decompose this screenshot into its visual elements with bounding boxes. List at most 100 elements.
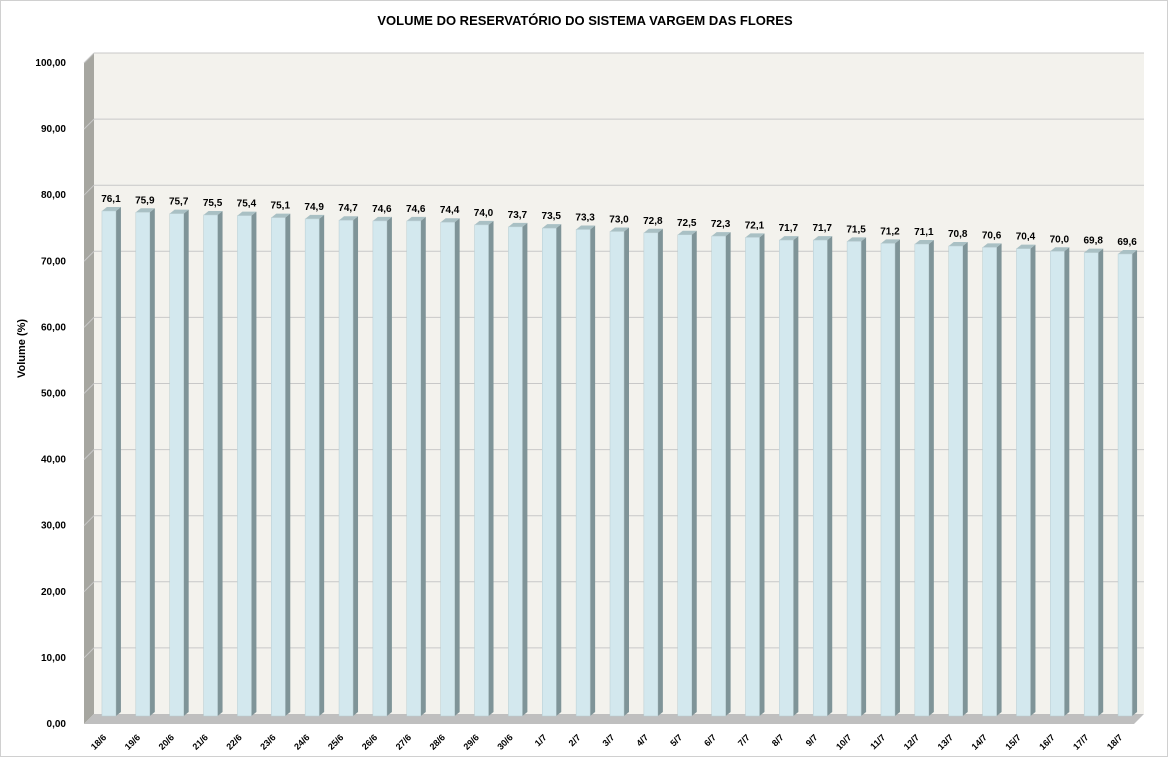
x-tick-label: 10/7 xyxy=(834,732,853,751)
data-label: 71,7 xyxy=(812,223,832,234)
bar-top xyxy=(643,228,663,233)
bar xyxy=(779,239,794,717)
bar-top xyxy=(982,243,1002,248)
x-tick-label: 15/7 xyxy=(1003,732,1022,751)
bar xyxy=(542,227,557,717)
bar-side xyxy=(183,209,189,717)
data-label: 73,0 xyxy=(609,214,629,225)
bar-top xyxy=(813,236,833,241)
data-label: 71,5 xyxy=(846,224,866,235)
bar xyxy=(745,237,760,717)
bar xyxy=(271,217,286,717)
x-tick-label: 29/6 xyxy=(461,732,480,751)
bar-side xyxy=(420,216,426,717)
gridline-side xyxy=(83,515,95,527)
x-tick-label: 12/7 xyxy=(902,732,921,751)
bar-side xyxy=(759,233,765,716)
bar xyxy=(508,226,523,717)
data-label: 71,7 xyxy=(779,223,799,234)
bar xyxy=(1016,248,1031,717)
y-tick-label: 50,00 xyxy=(41,389,66,400)
bar xyxy=(948,245,963,717)
bar xyxy=(643,232,659,717)
data-label: 72,3 xyxy=(711,219,731,230)
bar-top xyxy=(1050,247,1070,252)
bar-side xyxy=(962,242,968,716)
x-tick-label: 13/7 xyxy=(936,732,955,751)
bar-side xyxy=(1132,249,1138,716)
data-label: 74,6 xyxy=(372,204,392,215)
data-label: 70,4 xyxy=(1016,232,1036,243)
bar-top xyxy=(847,237,867,242)
x-tick-label: 24/6 xyxy=(292,732,311,751)
bar-top xyxy=(576,225,596,230)
bar-side xyxy=(217,210,223,716)
bar-top xyxy=(1084,248,1104,253)
bar-side xyxy=(725,232,731,717)
bar-top xyxy=(948,242,968,247)
data-label: 69,8 xyxy=(1083,236,1103,247)
x-tick-label: 16/7 xyxy=(1037,732,1056,751)
data-label: 71,2 xyxy=(880,226,900,237)
bar-side xyxy=(149,208,155,716)
bar-side xyxy=(1064,247,1070,717)
x-tick-label: 1/7 xyxy=(533,732,549,748)
bar xyxy=(406,220,422,717)
gridline-side xyxy=(83,52,95,64)
bar-side xyxy=(251,211,257,716)
data-label: 76,1 xyxy=(101,194,121,205)
bar-top xyxy=(914,240,934,245)
bar-side xyxy=(522,222,528,716)
bar-side xyxy=(691,230,697,716)
gridline-side xyxy=(83,647,95,659)
data-label: 71,1 xyxy=(914,227,934,238)
data-label: 75,4 xyxy=(237,199,257,210)
data-label: 73,3 xyxy=(575,212,595,223)
data-label: 70,6 xyxy=(982,230,1002,241)
y-tick-label: 70,00 xyxy=(41,256,66,267)
x-tick-label: 20/6 xyxy=(157,732,176,751)
x-tick-label: 6/7 xyxy=(702,732,718,748)
data-label: 75,9 xyxy=(135,195,155,206)
bar-side xyxy=(386,216,392,717)
gridline-side xyxy=(83,581,95,593)
bar xyxy=(169,213,184,717)
bar-top xyxy=(203,210,223,215)
data-label: 69,6 xyxy=(1117,237,1137,248)
x-tick-label: 11/7 xyxy=(868,732,887,751)
data-label: 70,8 xyxy=(948,229,968,240)
bar-side xyxy=(996,243,1002,717)
bar-side xyxy=(590,225,596,716)
bar xyxy=(982,247,997,717)
bar-top xyxy=(880,239,900,244)
bar xyxy=(914,243,930,717)
bar-top xyxy=(406,216,426,221)
x-tick-label: 14/7 xyxy=(970,732,989,751)
x-tick-label: 28/6 xyxy=(428,732,447,751)
bar-side xyxy=(657,228,663,717)
y-tick-label: 80,00 xyxy=(41,190,66,201)
bar xyxy=(440,221,455,717)
bar-top xyxy=(745,233,765,238)
y-tick-label: 0,00 xyxy=(47,719,67,730)
bar-side xyxy=(488,220,494,717)
plot-floor xyxy=(84,714,1144,724)
y-tick-label: 90,00 xyxy=(41,124,66,135)
bar xyxy=(338,219,354,717)
gridline-side xyxy=(83,250,95,262)
y-tick-label: 20,00 xyxy=(41,587,66,598)
bar xyxy=(203,214,218,717)
gridline-side xyxy=(83,317,95,328)
y-tick-label: 10,00 xyxy=(41,653,66,664)
bar-top xyxy=(339,216,359,221)
x-tick-label: 26/6 xyxy=(360,732,379,751)
x-tick-label: 25/6 xyxy=(326,732,345,751)
y-tick-label: 60,00 xyxy=(41,322,66,333)
gridline-side xyxy=(83,184,95,196)
data-label: 74,4 xyxy=(440,205,460,216)
x-tick-label: 17/7 xyxy=(1071,732,1090,751)
bar-top xyxy=(542,224,562,229)
gridline-side xyxy=(83,118,95,130)
data-label: 74,7 xyxy=(338,203,358,214)
